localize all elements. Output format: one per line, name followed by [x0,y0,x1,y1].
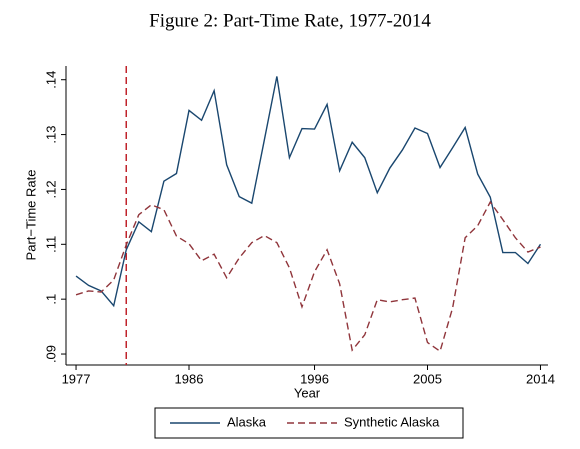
x-tick-label: 2014 [526,371,555,386]
chart-title: Figure 2: Part-Time Rate, 1977-2014 [149,10,431,31]
x-tick-label: 1986 [175,371,204,386]
x-tick-label: 1996 [300,371,329,386]
x-tick-label: 2005 [413,371,442,386]
y-tick-label: .11 [43,236,58,253]
y-tick-label: .13 [43,126,58,144]
y-tick-label: .14 [43,71,58,89]
x-tick-label: 1977 [62,371,91,386]
legend-label: Alaska [227,414,267,429]
y-tick-label: .09 [43,345,58,363]
series-line [75,200,541,353]
y-tick-label: .1 [43,294,58,305]
x-axis-label: Year [294,385,321,400]
legend-label: Synthetic Alaska [344,414,440,429]
series-line [75,76,542,308]
y-tick-label: .12 [43,180,58,198]
y-axis-label: Part−Time Rate [23,170,38,261]
